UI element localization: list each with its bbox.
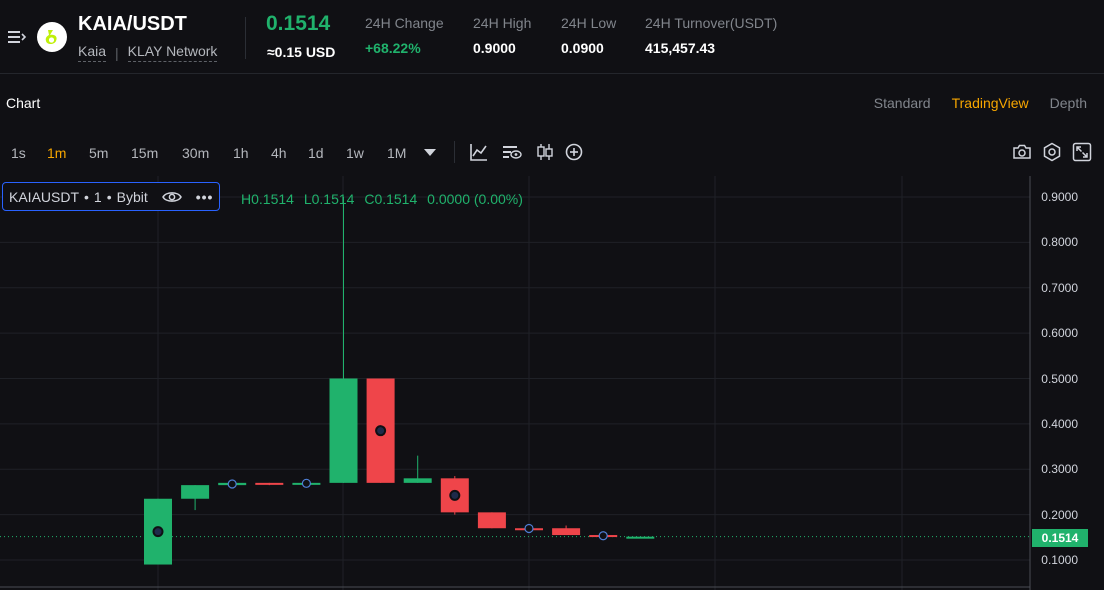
price-axis-label: 0.4000: [1041, 416, 1078, 431]
trading-pair[interactable]: KAIA/USDT: [78, 13, 187, 35]
price-axis-label: 0.8000: [1041, 235, 1078, 250]
legend-symbol: KAIAUSDT: [9, 188, 80, 205]
interval-30m[interactable]: 30m: [182, 145, 210, 161]
series-legend[interactable]: KAIAUSDT • 1 • Bybit •••: [2, 182, 221, 211]
coin-name[interactable]: Kaia: [78, 43, 107, 62]
trade-marker-ring: [598, 531, 608, 541]
settings-hexagon-icon[interactable]: [1042, 142, 1062, 162]
legend-exchange: Bybit: [116, 188, 148, 205]
coin-info: Kaia | KLAY Network: [78, 43, 218, 62]
eye-icon[interactable]: [161, 190, 182, 204]
kaia-logo-icon: [37, 22, 67, 52]
chart-title: Chart: [6, 95, 41, 111]
tab-standard[interactable]: Standard: [873, 95, 931, 111]
price-axis-label: 0.3000: [1041, 462, 1078, 477]
indicator-chart-icon[interactable]: [469, 142, 489, 162]
divider: |: [115, 44, 119, 61]
ohlc-high: H0.1514: [241, 191, 294, 207]
stat-label: 24H High: [473, 15, 532, 31]
legend-separator: •: [106, 188, 112, 205]
chart-settings-icon[interactable]: [502, 142, 522, 162]
ohlc-close: C0.1514: [364, 191, 418, 207]
last-price: 0.1514: [266, 12, 331, 35]
interval-1M[interactable]: 1M: [387, 145, 407, 161]
candle-body: [255, 482, 284, 485]
price-axis-label: 0.6000: [1041, 326, 1078, 341]
add-indicator-icon[interactable]: [564, 142, 584, 162]
stat-value: 415,457.43: [645, 40, 716, 56]
stat-label: 24H Low: [561, 15, 617, 31]
interval-4h[interactable]: 4h: [271, 145, 287, 161]
price-axis-label: 0.2000: [1041, 507, 1078, 522]
stat-label: 24H Turnover(USDT): [645, 15, 778, 31]
price-axis-label: 0.1000: [1041, 553, 1078, 567]
stat-value: 0.0900: [561, 40, 604, 56]
ohlc-values: H0.1514 L0.1514 C0.1514 0.0000 (0.00%): [241, 191, 523, 207]
more-options-icon[interactable]: •••: [195, 188, 214, 205]
candlestick-type-icon[interactable]: [535, 142, 555, 162]
toolbar-divider: [454, 141, 455, 163]
stat-24h-turnover: 24H Turnover(USDT) 415,457.43: [645, 15, 777, 56]
stat-label: 24H Change: [365, 15, 444, 31]
interval-1s[interactable]: 1s: [11, 145, 26, 161]
fullscreen-icon[interactable]: [1072, 142, 1092, 162]
chart-view-tabs: Standard TradingView Depth: [874, 95, 1087, 111]
legend-separator: •: [84, 188, 89, 205]
ticker-header: KAIA/USDT Kaia | KLAY Network 0.1514 ≈0.…: [0, 0, 1104, 74]
candle-body: [626, 536, 655, 539]
ohlc-change: 0.0000 (0.00%): [427, 191, 523, 207]
price-axis-label: 0.9000: [1041, 190, 1078, 204]
interval-15m[interactable]: 15m: [131, 145, 159, 161]
price-axis-label: 0.5000: [1041, 371, 1078, 386]
network-name[interactable]: KLAY Network: [127, 43, 218, 62]
candlestick-chart-svg[interactable]: [0, 176, 1104, 590]
interval-1d[interactable]: 1d: [308, 145, 324, 161]
candle-body: [552, 528, 581, 536]
ohlc-low: L0.1514: [303, 191, 355, 207]
stat-24h-high: 24H High 0.9000: [473, 15, 531, 56]
trade-marker-ring: [524, 523, 534, 534]
candle-body: [329, 378, 358, 483]
price-axis-label: 0.7000: [1041, 280, 1078, 295]
trade-marker-ring: [301, 478, 311, 488]
usd-price: ≈0.15 USD: [267, 44, 336, 60]
stat-value: +68.22%: [365, 40, 421, 56]
stat-value: 0.9000: [473, 40, 516, 56]
price-chart[interactable]: [0, 176, 1104, 590]
menu-icon[interactable]: [8, 28, 28, 46]
interval-1w[interactable]: 1w: [346, 145, 364, 161]
current-price-tag: 0.1514: [1032, 529, 1088, 547]
tab-tradingview[interactable]: TradingView: [951, 95, 1029, 111]
stat-24h-low: 24H Low 0.0900: [561, 15, 616, 56]
interval-1h[interactable]: 1h: [233, 145, 249, 161]
tab-depth[interactable]: Depth: [1049, 95, 1087, 111]
candle-body: [181, 485, 210, 499]
legend-interval: 1: [93, 188, 102, 205]
candle-body: [403, 478, 432, 483]
interval-5m[interactable]: 5m: [89, 145, 109, 161]
header-divider: [245, 17, 246, 59]
interval-1m[interactable]: 1m: [47, 145, 67, 161]
trade-marker-dot: [376, 426, 386, 436]
camera-icon[interactable]: [1012, 142, 1032, 162]
trade-marker-dot: [153, 527, 163, 537]
interval-dropdown-icon[interactable]: [420, 142, 440, 162]
trade-marker-dot: [450, 490, 460, 500]
candle-body: [477, 512, 506, 529]
trade-marker-ring: [227, 479, 237, 489]
stat-24h-change: 24H Change +68.22%: [365, 15, 444, 56]
